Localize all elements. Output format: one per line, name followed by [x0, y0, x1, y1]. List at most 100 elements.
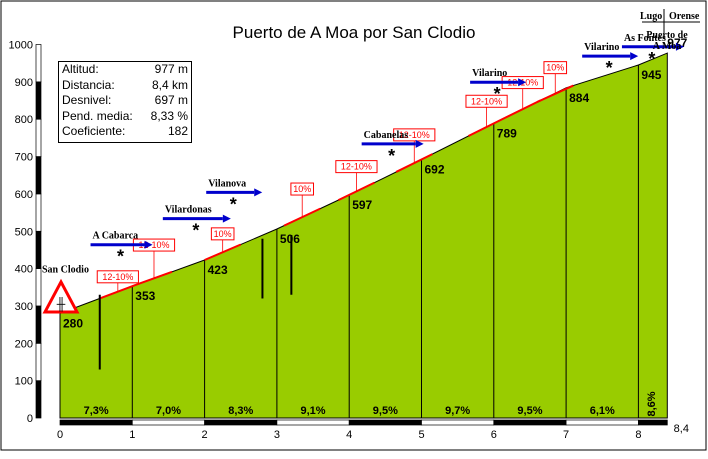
gradient-label: 7,3% — [84, 405, 109, 417]
gradient-label: 9,7% — [445, 405, 470, 417]
y-axis-segment — [35, 193, 42, 232]
x-tick-label: 6 — [491, 429, 497, 441]
y-tick-label: 600 — [15, 189, 33, 201]
y-axis-segment — [35, 44, 42, 83]
x-tick-label: 5 — [418, 429, 424, 441]
railway-crossing-icon: ╫ — [56, 297, 66, 312]
y-tick-label: 900 — [15, 77, 33, 89]
y-tick-label: 200 — [15, 338, 33, 350]
steep-label: 12-10% — [138, 240, 169, 250]
altitude-label: 789 — [497, 126, 517, 140]
altitude-label: 280 — [63, 316, 83, 330]
x-axis-segment — [276, 419, 350, 426]
gradient-label: 9,5% — [517, 405, 542, 417]
altitude-label: 884 — [569, 91, 589, 105]
place-label: Cabanelas — [364, 130, 409, 141]
x-axis-segment — [348, 419, 422, 426]
place-label: Vilanova — [208, 178, 246, 189]
altitude-label: 423 — [208, 263, 228, 277]
direction-arrow-head — [144, 240, 153, 249]
y-axis-segment — [35, 342, 42, 381]
info-value: 182 — [167, 124, 188, 139]
steep-label: 12-10% — [341, 162, 372, 172]
y-tick-label: 500 — [15, 226, 33, 238]
info-row: Coeficiente: 182 — [59, 124, 191, 140]
chart-title: Puerto de A Moa por San Clodio — [233, 23, 476, 42]
x-axis-segment — [131, 419, 205, 426]
info-value: 697 m — [154, 93, 188, 108]
place-label: A Cabarca — [93, 231, 139, 242]
steep-label: 10% — [546, 63, 564, 73]
axes: 0 100 200 300 400 500 600 700 800 900 1000 0 1 2 3 4 5 6 7… — [9, 40, 689, 442]
direction-arrow-head — [415, 139, 424, 148]
junction-star-icon: * — [606, 58, 613, 78]
x-tick-label: 3 — [274, 429, 280, 441]
x-axis-segment — [59, 419, 133, 426]
info-label: Altitud: — [62, 62, 99, 76]
gradient-label: 9,5% — [373, 405, 398, 417]
steep-segment — [283, 207, 321, 227]
y-tick-label: 0 — [27, 413, 33, 425]
destination-right: Orense — [669, 11, 700, 22]
place-label: As Fontes — [624, 33, 666, 44]
gradient-label: 7,0% — [156, 405, 181, 417]
info-value: 977 m — [154, 62, 188, 76]
x-tick-label: 4 — [346, 429, 352, 441]
x-tick-label: 8 — [635, 429, 641, 441]
junction-star-icon: * — [648, 49, 655, 69]
info-box: Altitud: 977 m Distancia: 8,4 km Desnivel:… — [58, 61, 192, 143]
place-label: Vilardonas — [165, 205, 212, 216]
info-label: Coeficiente: — [62, 124, 126, 139]
x-tick-label: 7 — [563, 429, 569, 441]
x-tick-label: 0 — [57, 429, 63, 441]
direction-arrow-head — [254, 188, 263, 197]
summit-label-line2: A Moa — [653, 41, 682, 52]
info-label: Desnivel: — [62, 93, 112, 108]
info-value: 8,33 % — [150, 108, 188, 123]
y-axis-segment — [35, 118, 42, 157]
x-axis-segment — [204, 419, 278, 426]
gradient-label: 6,1% — [590, 405, 615, 417]
steep-label: 10% — [293, 184, 311, 194]
altitude-label: 353 — [135, 289, 155, 303]
gradient-label: 9,1% — [301, 405, 326, 417]
altitude-label: 506 — [280, 232, 300, 246]
railway-crossing-icon — [42, 278, 80, 314]
y-axis-segment — [35, 380, 42, 419]
info-value: 8,4 km — [151, 77, 188, 92]
info-row: Pend. media: 8,33 % — [59, 109, 191, 125]
x-axis-segment — [638, 419, 668, 426]
info-row: Desnivel: 697 m — [59, 93, 191, 109]
info-row: Distancia: 8,4 km — [59, 78, 191, 94]
steep-label: 10% — [214, 229, 232, 239]
direction-arrow-head — [675, 42, 684, 51]
direction-arrow-head — [222, 214, 231, 223]
y-tick-label: 1000 — [9, 40, 33, 52]
steep-label: 12-10% — [471, 96, 502, 106]
y-axis-segment — [35, 156, 42, 195]
x-tick-label: 2 — [202, 429, 208, 441]
steep-segment — [536, 84, 574, 103]
gradient-label: 8,6% — [646, 391, 658, 416]
x-axis-segment — [565, 419, 639, 426]
y-axis-segment — [35, 305, 42, 344]
steep-label: 12-10% — [399, 130, 430, 140]
y-tick-label: 100 — [15, 376, 33, 388]
junction-star-icon: * — [494, 84, 501, 104]
info-label: Distancia: — [62, 77, 115, 92]
place-label: San Clodio — [42, 265, 89, 276]
x-axis-segment — [421, 419, 495, 426]
steep-segment — [99, 283, 137, 300]
direction-arrow-head — [518, 78, 527, 87]
altitude-label: 945 — [641, 68, 661, 82]
y-tick-label: 800 — [15, 114, 33, 126]
destination-left: Lugo — [640, 11, 662, 22]
profile-area — [59, 52, 668, 419]
annotations: 12-10%12-10%10%10%12-10%12-10%12-10%12-1… — [42, 9, 700, 417]
direction-arrow-head — [630, 52, 639, 61]
y-tick-label: 700 — [15, 152, 33, 164]
junction-star-icon: * — [192, 221, 199, 241]
y-axis-segment — [35, 230, 42, 269]
